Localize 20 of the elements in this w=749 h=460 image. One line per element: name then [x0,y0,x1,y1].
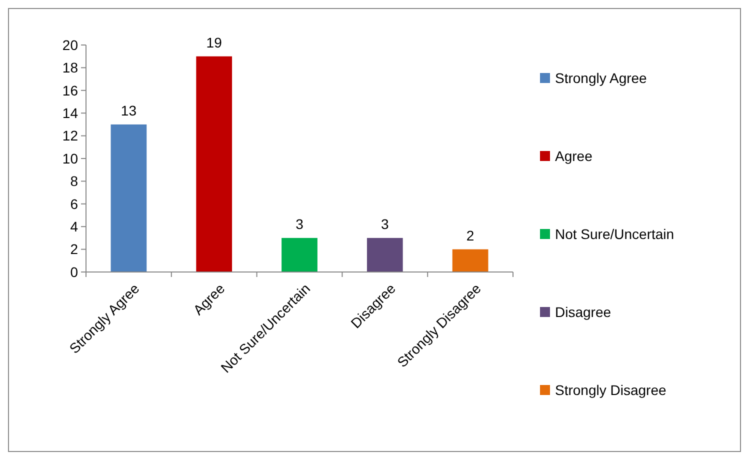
y-tick-label: 16 [62,82,78,98]
data-label: 13 [120,102,137,118]
y-tick-label: 0 [70,264,78,280]
y-tick-label: 4 [70,218,78,234]
y-tick-label: 12 [62,128,78,144]
y-tick-label: 10 [62,150,78,166]
data-label: 19 [206,34,222,50]
data-label: 3 [381,216,389,232]
data-label: 3 [296,216,304,232]
legend-label: Strongly Agree [555,70,648,86]
legend-label: Not Sure/Uncertain [555,226,674,242]
y-tick-label: 2 [70,241,78,258]
data-label: 2 [466,227,474,244]
y-tick-label: 8 [70,173,78,190]
y-tick-label: 20 [62,36,78,53]
y-tick-label: 6 [70,196,78,212]
legend-label: Agree [555,148,593,164]
y-tick-label: 18 [62,60,78,76]
legend-label: Strongly Disagree [555,382,666,398]
y-tick-label: 14 [62,105,78,121]
